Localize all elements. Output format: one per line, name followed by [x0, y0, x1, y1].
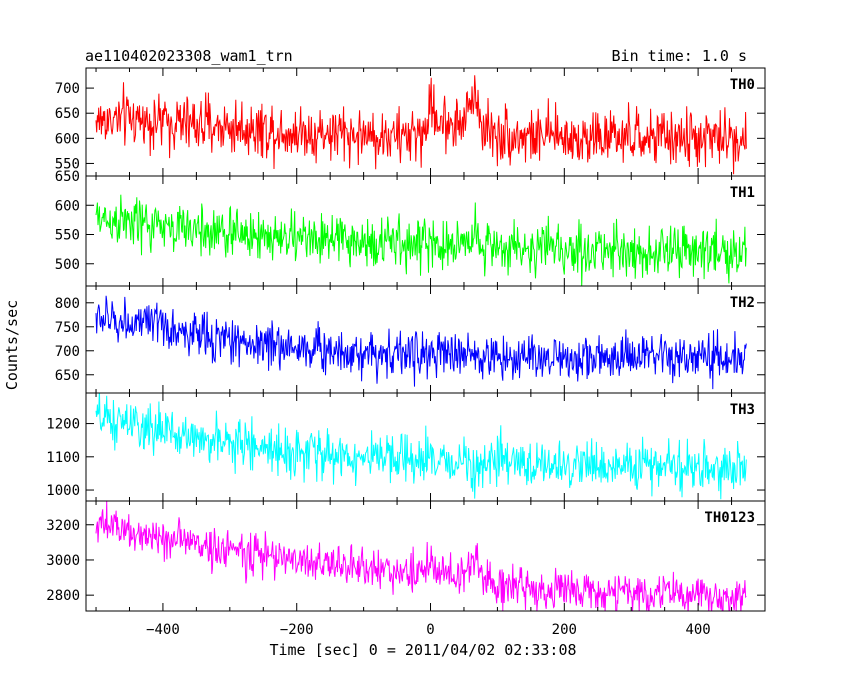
x-tick-label: 0 — [426, 622, 434, 638]
bin-time-label: Bin time: 1.0 s — [612, 47, 747, 65]
x-axis: −400 −200 0 200 400 — [146, 622, 711, 638]
panel-label: TH2 — [730, 295, 755, 311]
series-line-th2 — [95, 295, 747, 390]
series-line-th0 — [95, 75, 747, 175]
panel-label: TH3 — [730, 402, 755, 418]
y-tick-label: 650 — [55, 106, 80, 122]
y-tick-label: 1200 — [46, 417, 80, 433]
x-tick-label: −200 — [280, 622, 314, 638]
panel-th3: 1000 1100 1200 TH3 — [46, 392, 766, 502]
panel-frame — [85, 500, 766, 612]
series-line-th0123 — [95, 501, 747, 611]
panel-label: TH1 — [730, 185, 755, 201]
y-tick-label: 750 — [55, 320, 80, 336]
panel-th0: 550 600 650 700 650 TH0 — [55, 67, 766, 185]
y-tick-label: 700 — [55, 81, 80, 97]
y-tick-label: 2800 — [46, 588, 80, 604]
y-tick-label: 1000 — [46, 483, 80, 499]
x-tick-label: 200 — [552, 622, 577, 638]
panel-label: TH0123 — [704, 510, 755, 526]
y-tick-label: 1100 — [46, 450, 80, 466]
x-tick-label: −400 — [146, 622, 180, 638]
y-tick-label: 550 — [55, 228, 80, 244]
panel-th0123: 2800 3000 3200 TH0123 — [46, 500, 766, 612]
y-tick-label: 700 — [55, 344, 80, 360]
series-line-th3 — [95, 393, 747, 500]
y-tick-label: 3200 — [46, 518, 80, 534]
y-tick-label: 600 — [55, 198, 80, 214]
x-axis-label: Time [sec] 0 = 2011/04/02 02:33:08 — [269, 641, 576, 659]
panel-label: TH0 — [730, 77, 755, 93]
panel-th2: 650 700 750 800 TH2 — [55, 285, 766, 394]
y-tick-label: 650 — [55, 368, 80, 384]
y-tick-label: 800 — [55, 296, 80, 312]
y-tick-label: 3000 — [46, 553, 80, 569]
y-tick-label: 650 — [55, 169, 80, 185]
chart-title: ae110402023308_wam1_trn — [85, 47, 293, 65]
y-axis-label: Counts/sec — [3, 300, 21, 390]
panels: 550 600 650 700 650 TH0 500 550 600 TH1 650 700 750 8… — [46, 67, 766, 612]
y-tick-label: 600 — [55, 131, 80, 147]
panel-th1: 500 550 600 TH1 — [55, 175, 766, 287]
x-tick-label: 400 — [685, 622, 710, 638]
y-tick-label: 500 — [55, 257, 80, 273]
y-tick-label: 550 — [55, 156, 80, 172]
series-line-th1 — [95, 194, 747, 286]
